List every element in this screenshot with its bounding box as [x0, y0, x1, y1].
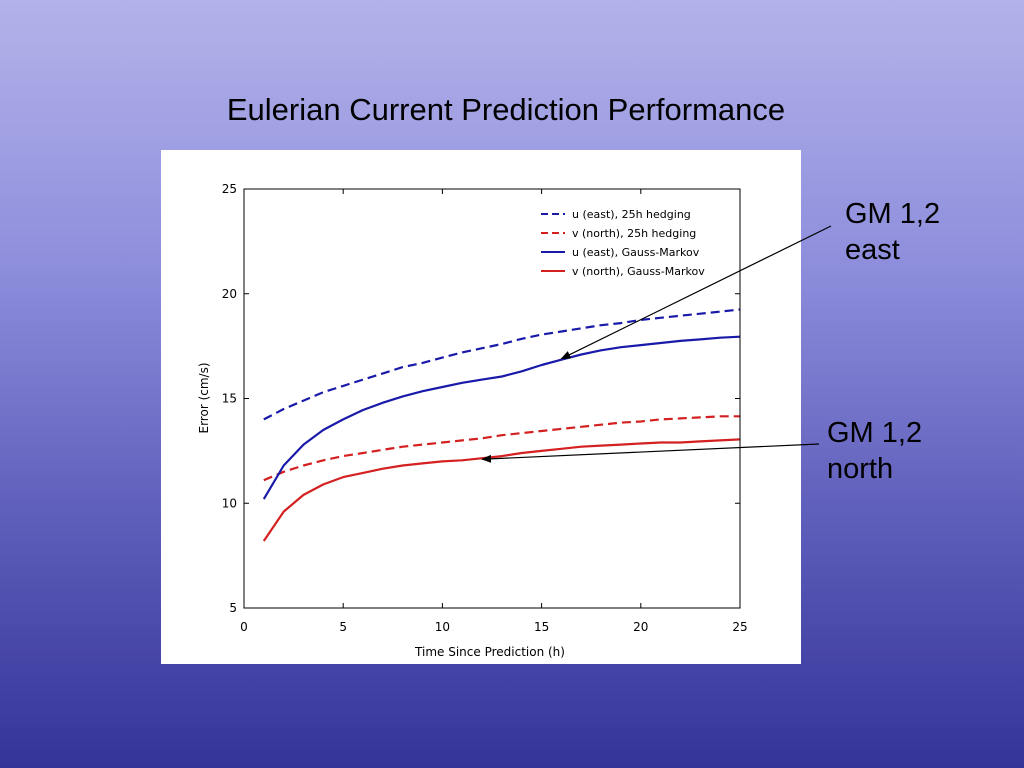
- legend-label-0: u (east), 25h hedging: [572, 208, 691, 221]
- y-tick-label: 20: [222, 287, 237, 301]
- x-tick-label: 15: [534, 620, 549, 634]
- series-line-3: [262, 438, 741, 542]
- y-tick-label: 15: [222, 392, 237, 406]
- series-line-1: [263, 415, 740, 482]
- slide-title: Eulerian Current Prediction Performance: [226, 92, 786, 127]
- callout-gm-north: GM 1,2 north: [827, 415, 922, 487]
- x-tick-label: 20: [633, 620, 648, 634]
- series-line-0: [263, 308, 741, 421]
- x-tick-label: 5: [339, 620, 347, 634]
- callout-east-line1: GM 1,2: [845, 198, 941, 230]
- legend-label-2: u (east), Gauss-Markov: [572, 246, 700, 259]
- x-tick-label: 0: [240, 620, 248, 634]
- x-tick-label: 10: [435, 620, 450, 634]
- callout-north-line2: north: [827, 453, 894, 485]
- legend-label-3: v (north), Gauss-Markov: [572, 265, 705, 278]
- y-tick-label: 10: [222, 496, 237, 510]
- x-axis-label: Time Since Prediction (h): [414, 645, 565, 659]
- x-tick-label: 25: [732, 620, 747, 634]
- y-tick-label: 25: [222, 182, 237, 196]
- callout-north-line1: GM 1,2: [827, 417, 923, 449]
- chart-panel: 0 5 10 15 20 25 5 10 15 20 25 u (east), 25h hedgin…: [161, 150, 801, 664]
- y-axis-label: Error (cm/s): [197, 362, 211, 433]
- callout-gm-east: GM 1,2 east: [845, 196, 940, 268]
- legend-label-1: v (north), 25h hedging: [572, 227, 696, 240]
- y-tick-label: 5: [229, 601, 237, 615]
- callout-east-line2: east: [845, 234, 900, 266]
